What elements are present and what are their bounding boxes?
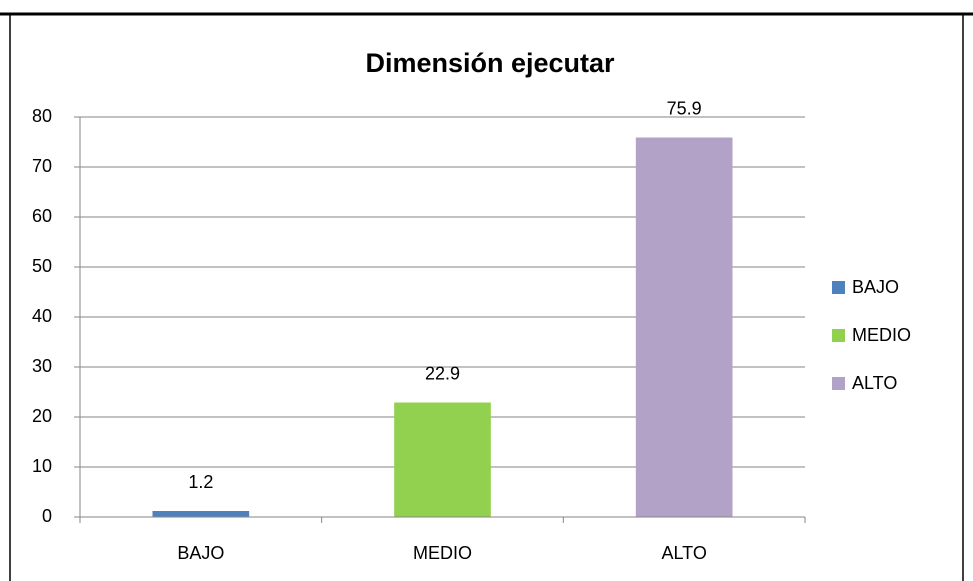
y-tick-label: 10 <box>32 456 52 476</box>
data-label: 22.9 <box>425 363 460 383</box>
x-tick-label: MEDIO <box>413 543 472 563</box>
y-tick-label: 60 <box>32 206 52 226</box>
legend-swatch <box>832 377 845 390</box>
bar <box>394 402 491 517</box>
x-tick-label: ALTO <box>661 543 706 563</box>
y-tick-label: 40 <box>32 306 52 326</box>
x-tick-label: BAJO <box>177 543 224 563</box>
y-tick-label: 30 <box>32 356 52 376</box>
y-tick-label: 50 <box>32 256 52 276</box>
data-label: 1.2 <box>188 472 213 492</box>
bar <box>152 511 250 517</box>
chart-title: Dimensión ejecutar <box>365 48 615 78</box>
legend-swatch <box>832 329 845 342</box>
legend-label: MEDIO <box>852 325 911 345</box>
y-tick-label: 80 <box>32 106 52 126</box>
y-tick-label: 70 <box>32 156 52 176</box>
y-tick-label: 0 <box>42 506 52 526</box>
legend-label: BAJO <box>852 277 899 297</box>
y-tick-label: 20 <box>32 406 52 426</box>
bar <box>635 137 733 517</box>
legend-swatch <box>832 281 845 294</box>
legend-label: ALTO <box>852 373 897 393</box>
data-label: 75.9 <box>667 98 702 118</box>
